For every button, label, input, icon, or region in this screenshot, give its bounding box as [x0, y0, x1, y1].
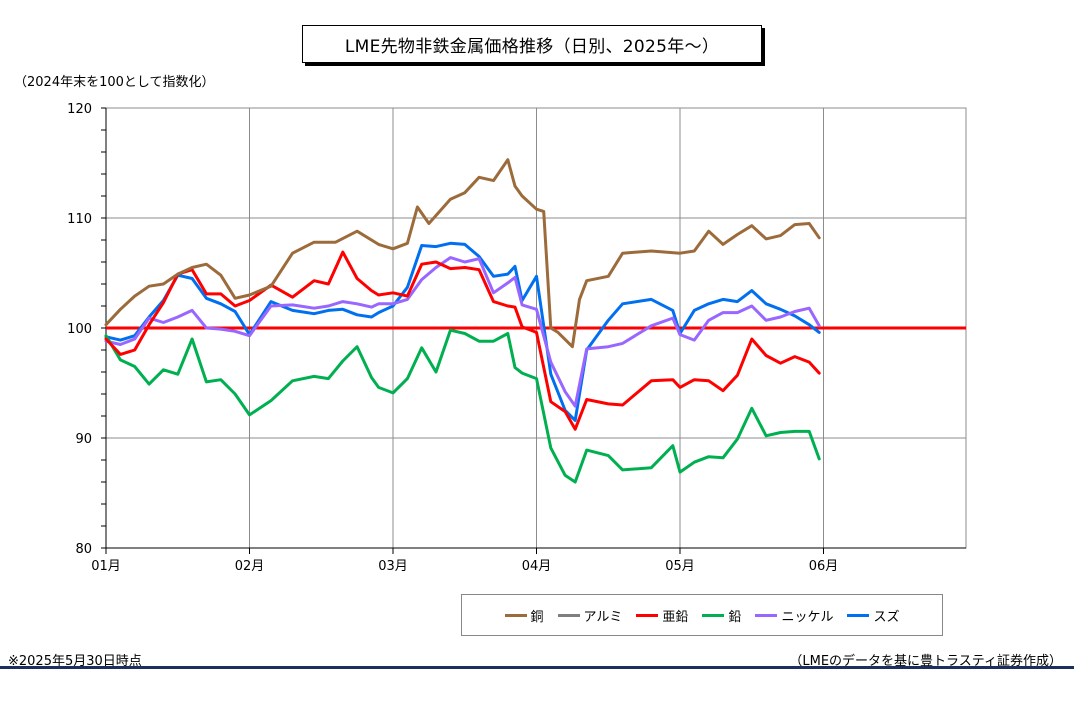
legend-label: ニッケル: [781, 609, 834, 625]
legend-item: アルミ: [557, 606, 623, 625]
x-tick-label: 01月: [91, 559, 121, 574]
legend-swatch: [557, 613, 580, 617]
legend-label: 銅: [530, 609, 544, 625]
series-line-亜鉛: [104, 250, 821, 431]
legend-item: スズ: [847, 606, 899, 625]
series-line-ニッケル: [104, 256, 821, 408]
series-line-スズ: [104, 241, 821, 422]
footnote: ※2025年5月30日時点: [8, 654, 142, 669]
x-tick-label: 02月: [235, 559, 265, 574]
y-tick-label: 80: [75, 542, 92, 557]
legend-swatch: [702, 613, 725, 617]
axes: 80 90 100 110 120 01月 02月 03月 04月 05月 06月: [67, 102, 966, 574]
legend-item: 銅: [504, 606, 544, 625]
legend-swatch: [636, 613, 659, 617]
series-line-鉛: [104, 328, 821, 484]
legend: 銅 アルミ 亜鉛 鉛 ニッケル スズ: [461, 594, 943, 636]
y-tick-label: 100: [67, 322, 92, 337]
y-tick-label: 90: [75, 432, 92, 447]
legend-swatch: [504, 613, 527, 617]
legend-swatch: [847, 613, 870, 617]
legend-swatch: [755, 613, 778, 617]
series-layer: [104, 158, 821, 484]
legend-item: ニッケル: [755, 606, 833, 625]
y-tick-label: 110: [67, 212, 92, 227]
x-tick-label: 03月: [378, 559, 408, 574]
y-tick-label: 120: [67, 102, 92, 117]
legend-label: 亜鉛: [662, 609, 689, 625]
x-tick-label: 04月: [522, 559, 552, 574]
x-tick-label: 05月: [665, 559, 695, 574]
legend-label: アルミ: [583, 609, 623, 625]
bottom-rule: [0, 666, 1074, 669]
series-line-銅: [104, 158, 821, 349]
legend-item: 亜鉛: [636, 606, 688, 625]
y-axis-unit-note: （2024年末を100として指数化）: [14, 75, 215, 90]
legend-item: 鉛: [702, 606, 741, 625]
legend-label: 鉛: [728, 609, 742, 625]
source-note: （LMEのデータを基に豊トラスティ証券作成）: [789, 654, 1062, 669]
legend-label: スズ: [873, 609, 900, 625]
x-tick-label: 06月: [809, 559, 839, 574]
chart-title: LME先物非鉄金属価格推移（日別、2025年～）: [302, 25, 762, 63]
